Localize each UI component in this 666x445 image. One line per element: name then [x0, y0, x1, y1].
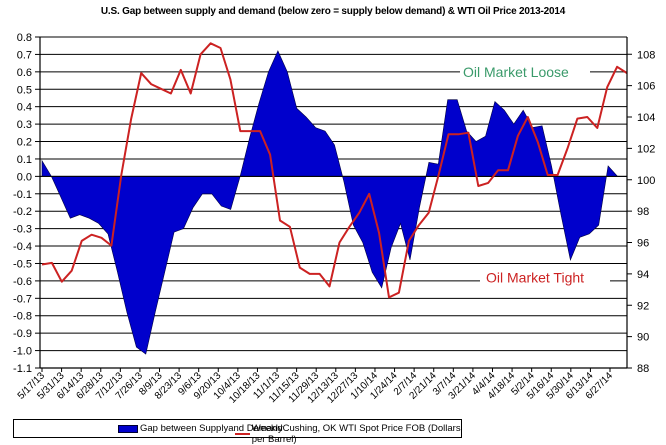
oil-price-line-series — [41, 42, 628, 299]
legend: Gap between Supplyand Demand WeeklyCushi… — [13, 419, 462, 445]
left-tick-label: 0.6 — [17, 67, 32, 79]
annotation-bg — [460, 61, 590, 80]
left-tick-label: -0.1 — [13, 189, 32, 201]
left-tick-label: -0.2 — [13, 206, 32, 218]
left-tick-label: -1.1 — [13, 363, 32, 375]
left-axis-ticks: 0.8 0.7 0.6 0.5 0.4 0.3 0.2 0.1 0.0 -0.1 -0.2 -0.3 -… — [13, 32, 40, 375]
left-tick-label: -0.6 — [13, 276, 32, 288]
left-tick-label: -1.0 — [13, 346, 32, 358]
left-tick-label: -0.4 — [13, 241, 32, 253]
right-tick-label: 108 — [637, 49, 655, 61]
left-tick-label: 0.0 — [17, 171, 32, 183]
right-tick-label: 106 — [637, 81, 655, 93]
left-tick-label: 0.8 — [17, 32, 32, 44]
right-tick-label: 96 — [637, 238, 649, 250]
legend-swatch-area — [118, 424, 138, 433]
left-tick-label: -0.8 — [13, 311, 32, 323]
right-tick-label: 90 — [637, 332, 649, 344]
left-tick-label: -0.9 — [13, 328, 32, 340]
axes — [39, 37, 628, 369]
annotation-loose: Oil Market Loose — [463, 64, 569, 80]
annotation-bg — [480, 267, 610, 286]
right-tick-label: 94 — [637, 269, 649, 281]
legend-swatch-line — [235, 433, 250, 435]
right-tick-label: 104 — [637, 112, 655, 124]
left-tick-label: 0.3 — [17, 119, 32, 131]
gap-area-series — [40, 50, 628, 355]
left-tick-label: 0.2 — [17, 137, 32, 149]
left-tick-label: -0.5 — [13, 258, 32, 270]
left-tick-label: 0.1 — [17, 154, 32, 166]
right-tick-label: 100 — [637, 175, 655, 187]
legend-label-gap: Gap between Supplyand Demand — [140, 423, 283, 434]
annotation-tight: Oil Market Tight — [486, 269, 584, 285]
right-tick-label: 88 — [637, 363, 649, 375]
left-tick-label: 0.5 — [17, 84, 32, 96]
right-axis-ticks: 108 106 104 102 100 98 96 94 92 90 88 — [627, 49, 655, 375]
legend-item-price: WeeklyCushing, OK WTI Spot Price FOB (Do… — [235, 423, 461, 445]
right-tick-label: 98 — [637, 206, 649, 218]
chart-title: U.S. Gap between supply and demand (belo… — [100, 6, 566, 17]
left-tick-label: 0.4 — [17, 102, 32, 114]
right-tick-label: 92 — [637, 300, 649, 312]
annotations: Oil Market Loose Oil Market Tight — [460, 61, 610, 286]
x-axis-ticks: 5/17/135/31/136/14/136/28/137/12/137/26/… — [16, 368, 615, 406]
legend-item-gap: Gap between Supplyand Demand — [118, 423, 283, 434]
legend-label-price: WeeklyCushing, OK WTI Spot Price FOB (Do… — [251, 423, 461, 445]
left-tick-label: 0.7 — [17, 49, 32, 61]
oil-price-line — [41, 42, 628, 299]
left-tick-label: -0.3 — [13, 224, 32, 236]
gap-area — [41, 50, 628, 355]
right-tick-label: 102 — [637, 143, 655, 155]
left-tick-label: -0.7 — [13, 293, 32, 305]
